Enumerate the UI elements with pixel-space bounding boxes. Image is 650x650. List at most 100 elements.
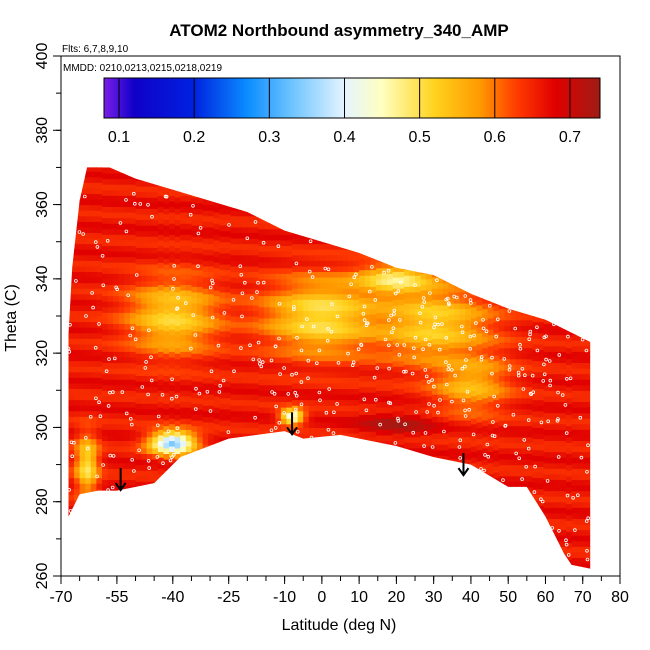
- heatmap-cell: [236, 377, 243, 384]
- heatmap-cell: [409, 330, 416, 338]
- heatmap-cell: [543, 323, 550, 330]
- heatmap-cell: [482, 403, 489, 410]
- heatmap-cell: [152, 475, 159, 482]
- sample-point: [124, 229, 129, 234]
- heatmap-cell: [96, 299, 103, 306]
- heatmap-cell: [85, 299, 92, 306]
- heatmap-cell: [392, 327, 399, 334]
- heatmap-cell: [409, 442, 416, 449]
- heatmap-cell: [174, 202, 181, 209]
- heatmap-cell: [79, 249, 86, 256]
- heatmap-cell: [224, 236, 232, 243]
- heatmap-cell: [79, 176, 86, 183]
- heatmap-cell: [135, 297, 142, 304]
- heatmap-cell: [392, 355, 399, 362]
- heatmap-cell: [543, 473, 550, 481]
- heatmap-cell: [258, 373, 265, 380]
- heatmap-cell: [482, 330, 489, 338]
- heatmap-cell: [79, 360, 86, 367]
- heatmap-cell: [303, 366, 310, 373]
- heatmap-cell: [213, 262, 220, 269]
- heatmap-cell: [224, 375, 232, 382]
- sample-point: [134, 273, 139, 277]
- heatmap-cell: [141, 347, 148, 354]
- heatmap-cell: [521, 364, 528, 371]
- heatmap-cell: [420, 446, 427, 453]
- heatmap-cell: [101, 251, 109, 258]
- heatmap-cell: [482, 447, 489, 455]
- sample-point: [294, 261, 299, 266]
- heatmap-cell: [157, 217, 165, 224]
- heatmap-cell: [370, 280, 377, 287]
- x-tick-label: -55: [105, 589, 128, 606]
- heatmap-cell: [252, 410, 260, 417]
- heatmap-cell: [493, 327, 500, 334]
- heatmap-cell: [532, 444, 539, 451]
- heatmap-cell: [236, 355, 243, 362]
- heatmap-cell: [292, 310, 299, 317]
- heatmap-cell: [482, 397, 489, 404]
- heatmap-cell: [431, 360, 438, 367]
- heatmap-cell: [219, 264, 226, 271]
- heatmap-cell: [342, 399, 349, 406]
- heatmap-cell: [113, 251, 120, 258]
- heatmap-cell: [560, 518, 567, 525]
- heatmap-cell: [398, 416, 405, 423]
- heatmap-cell: [493, 416, 500, 423]
- heatmap-cell: [129, 206, 137, 213]
- sample-point: [463, 414, 468, 418]
- heatmap-cell: [74, 204, 81, 211]
- heatmap-cell: [174, 397, 181, 404]
- heatmap-cell: [68, 483, 75, 490]
- heatmap-cell: [90, 405, 97, 412]
- y-tick-label: 280: [34, 488, 51, 515]
- heatmap-cell: [331, 254, 338, 261]
- heatmap-cell: [141, 280, 148, 287]
- sample-point: [216, 343, 221, 348]
- heatmap-cell: [560, 496, 567, 503]
- heatmap-cell: [353, 327, 360, 334]
- heatmap-cell: [521, 403, 528, 410]
- heatmap-cell: [571, 451, 578, 458]
- heatmap-cell: [521, 330, 528, 338]
- heatmap-cell: [538, 460, 545, 468]
- heatmap-cell: [96, 410, 103, 417]
- heatmap-cell: [398, 349, 405, 356]
- heatmap-cell: [308, 382, 316, 390]
- sample-point: [171, 286, 175, 291]
- heatmap-cell: [437, 277, 444, 284]
- heatmap-cell: [387, 301, 394, 308]
- heatmap-cell: [392, 265, 399, 273]
- heatmap-cell: [141, 308, 148, 315]
- sample-point: [295, 335, 299, 340]
- heatmap-cell: [157, 329, 165, 336]
- heatmap-cell: [264, 317, 271, 325]
- heatmap-cell: [347, 343, 355, 351]
- sample-point: [101, 283, 106, 288]
- heatmap-cell: [420, 306, 427, 313]
- heatmap-cell: [280, 239, 288, 247]
- heatmap-cell: [146, 247, 153, 254]
- heatmap-cell: [191, 291, 198, 299]
- heatmap-cell: [79, 277, 86, 284]
- heatmap-cell: [415, 297, 422, 304]
- heatmap-cell: [191, 364, 198, 371]
- heatmap-cell: [101, 295, 109, 302]
- heatmap-cell: [264, 278, 271, 286]
- heatmap-cell: [582, 446, 589, 453]
- heatmap-cell: [241, 243, 248, 250]
- heatmap-cell: [308, 332, 316, 339]
- heatmap-cell: [264, 429, 271, 436]
- heatmap-cell: [331, 388, 338, 395]
- heatmap-cell: [118, 301, 125, 308]
- heatmap-cell: [247, 394, 254, 401]
- heatmap-cell: [549, 407, 556, 414]
- heatmap-cell: [141, 392, 148, 399]
- heatmap-cell: [426, 290, 433, 297]
- heatmap-cell: [236, 288, 243, 295]
- heatmap-cell: [169, 345, 176, 352]
- heatmap-cell: [169, 200, 176, 208]
- heatmap-cell: [381, 301, 388, 308]
- heatmap-cell: [538, 410, 545, 417]
- heatmap-cell: [353, 421, 360, 429]
